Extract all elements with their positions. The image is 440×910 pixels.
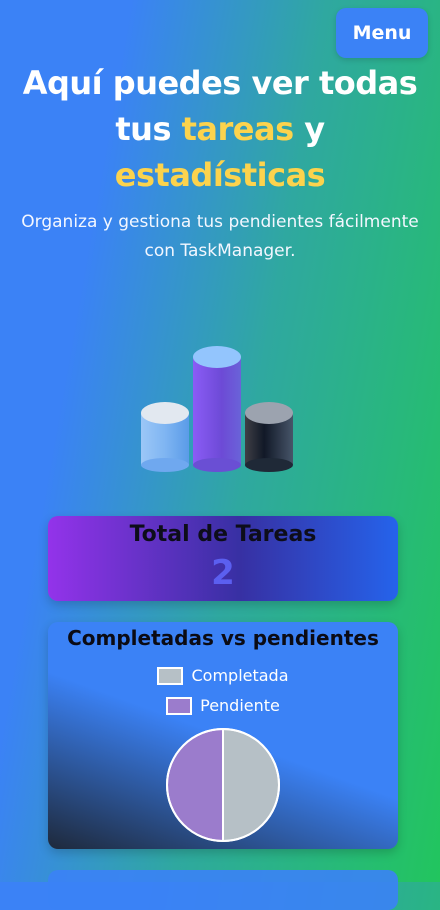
total-tasks-value: 2: [211, 553, 235, 593]
title-highlight-tareas: tareas: [181, 110, 295, 148]
title-line-2c: y: [293, 110, 325, 148]
pie-outline: [166, 728, 280, 842]
title-line-1: Aquí puedes ver todas: [22, 64, 418, 102]
chart-title: Completadas vs pendientes: [67, 626, 379, 650]
pie-slice-completada[interactable]: [222, 727, 280, 843]
legend-item-completada[interactable]: Completada: [48, 666, 398, 685]
title-highlight-estadisticas: estadísticas: [114, 156, 326, 194]
pie-chart: [166, 727, 280, 843]
title-line-2a: tus: [115, 110, 182, 148]
legend-label-pendiente: Pendiente: [200, 696, 280, 715]
hero-subtitle: Organiza y gestiona tus pendientes fácil…: [21, 212, 419, 261]
legend-label-completada: Completada: [191, 666, 289, 685]
legend-swatch-pendiente: [166, 696, 193, 715]
legend-swatch-completada: [157, 666, 184, 685]
bar-cylinders-icon: [141, 346, 293, 472]
menu-button[interactable]: Menu: [336, 8, 428, 58]
pie-slice-pendiente[interactable]: [166, 727, 224, 843]
total-tasks-card: Total de Tareas 2: [48, 516, 398, 601]
cylinder-illustration: [0, 340, 440, 480]
next-card: [48, 870, 398, 910]
hero-section: Aquí puedes ver todas tus tareas y estad…: [0, 60, 440, 266]
page-title: Aquí puedes ver todas tus tareas y estad…: [0, 60, 440, 198]
total-tasks-title: Total de Tareas: [129, 522, 317, 547]
completion-chart-card: Completadas vs pendientes Completada Pen…: [48, 622, 398, 849]
legend-item-pendiente[interactable]: Pendiente: [48, 696, 398, 715]
